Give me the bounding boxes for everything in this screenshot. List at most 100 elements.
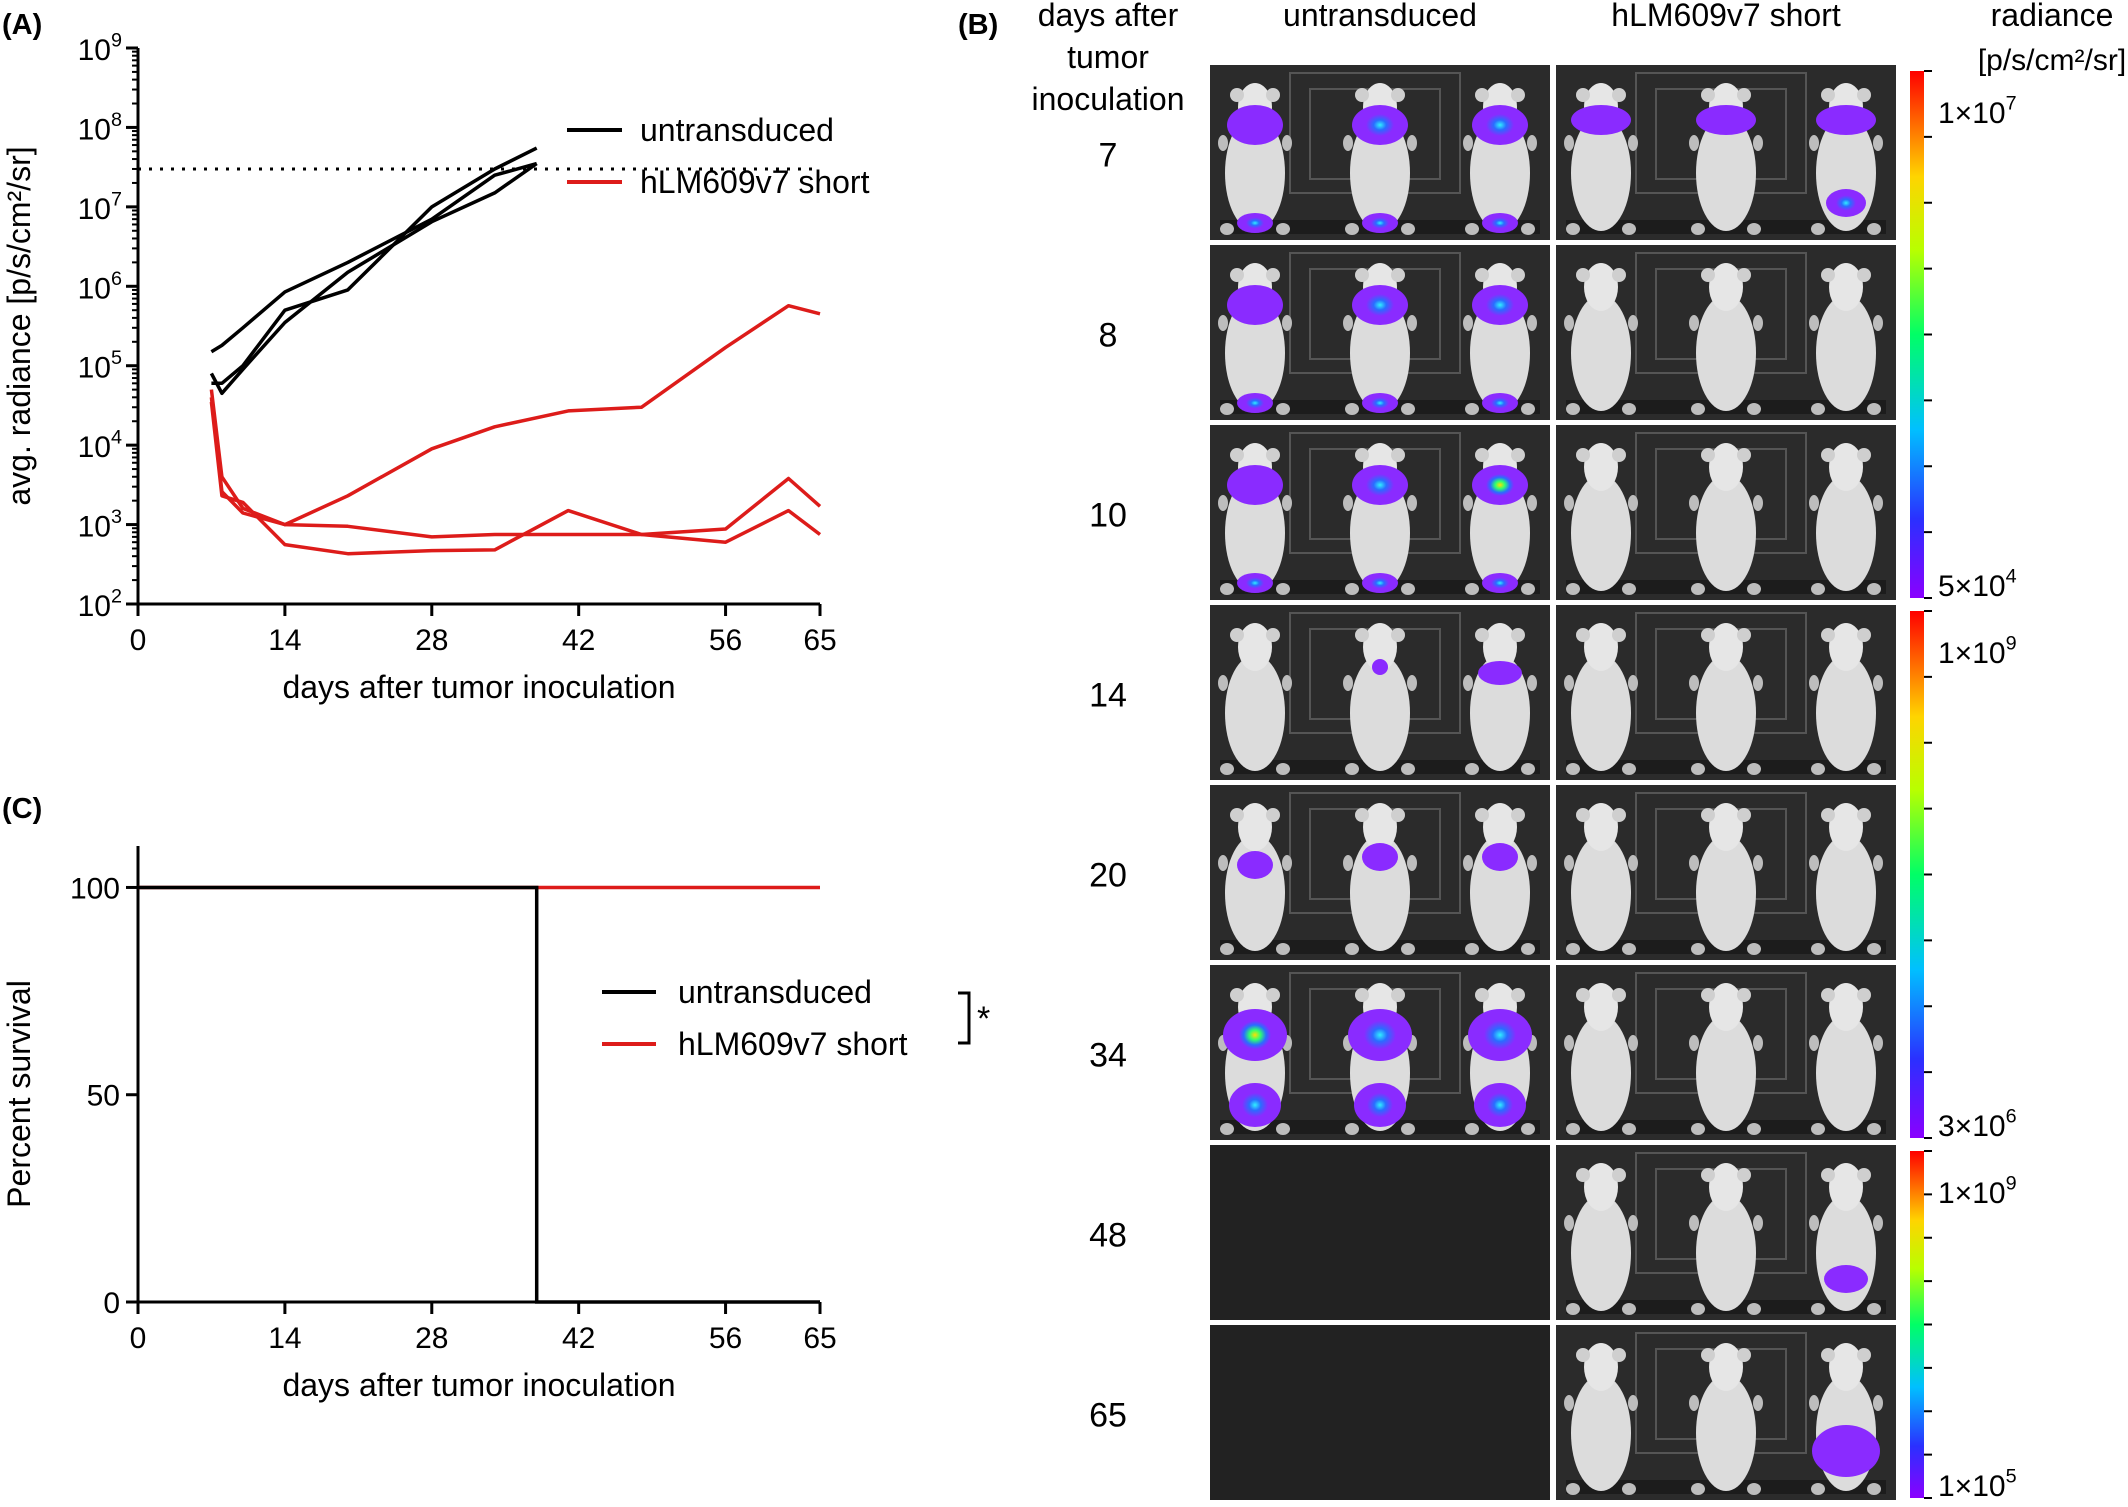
mouse-paw (1401, 223, 1415, 235)
mouse-ear (1701, 88, 1715, 102)
mouse-paw (1401, 1123, 1415, 1135)
legend-label: untransduced (640, 112, 834, 148)
mouse-ear (1821, 1348, 1835, 1362)
series-line (211, 146, 538, 386)
x-tick-label: 56 (709, 1322, 742, 1355)
mouse-ear (1230, 808, 1244, 822)
mouse-paw (1220, 403, 1234, 415)
mouse-paw (1465, 1123, 1479, 1135)
mouse-paw (1465, 943, 1479, 955)
panel-c-label: (C) (2, 793, 42, 825)
bioluminescence-imaging-panel: days after tumor inoculation untransduced hL… (1032, 0, 2127, 1503)
mouse-paw (1465, 583, 1479, 595)
signal-region (1227, 285, 1283, 325)
mouse-ear (1475, 448, 1489, 462)
survival-chart: 0 50 100 0 14 28 42 56 65 days after tumor inocul… (1, 846, 990, 1403)
mouse-head (1584, 1163, 1618, 1211)
mouse-ear (1612, 628, 1626, 642)
mouse-paw (1220, 583, 1234, 595)
mouse-paw (1691, 1303, 1705, 1315)
mouse-paw (1463, 315, 1473, 331)
mouse-ear (1701, 988, 1715, 1002)
mouse-ear (1475, 88, 1489, 102)
y-tick-label: 100 (70, 872, 120, 905)
day-label: 14 (1089, 677, 1127, 715)
mouse-paw (1345, 583, 1359, 595)
signal-region (1478, 661, 1522, 685)
mouse-paw (1276, 1123, 1290, 1135)
mouse-paw (1566, 943, 1580, 955)
series-line (209, 162, 538, 396)
mouse-ear (1821, 1168, 1835, 1182)
y-axis-label: Percent survival (1, 980, 37, 1208)
mouse-silhouette (1809, 263, 1883, 415)
mouse-paw (1691, 1123, 1705, 1135)
mouse-paw (1566, 223, 1580, 235)
mouse-head (1709, 1343, 1743, 1391)
mouse-ear (1391, 628, 1405, 642)
mouse-paw (1521, 223, 1535, 235)
mouse-paw (1809, 315, 1819, 331)
y-tick-label: 0 (103, 1287, 120, 1320)
panel-b-label: (B) (958, 9, 998, 41)
mouse-paw (1463, 135, 1473, 151)
mouse-paw (1276, 943, 1290, 955)
mouse-body (1696, 1015, 1756, 1131)
signal-region (1227, 465, 1283, 505)
mouse-ear (1576, 88, 1590, 102)
mouse-silhouette (1809, 443, 1883, 595)
legend-label: hLM609v7 short (640, 164, 870, 200)
mouse-head (1584, 1343, 1618, 1391)
day-label: 34 (1089, 1037, 1127, 1075)
mouse-paw (1407, 495, 1417, 511)
signal-region (1372, 659, 1388, 675)
survival-line (138, 885, 820, 1304)
mouse-ear (1511, 988, 1525, 1002)
mouse-body (1696, 475, 1756, 591)
mouse-paw (1401, 943, 1415, 955)
mouse-paw (1282, 675, 1292, 691)
mouse-body (1696, 655, 1756, 771)
mouse-paw (1628, 315, 1638, 331)
mouse-body (1470, 475, 1530, 591)
mouse-paw (1527, 315, 1537, 331)
mouse-ear (1612, 268, 1626, 282)
mouse-body (1470, 295, 1530, 411)
mouse-body (1696, 835, 1756, 951)
series-line (209, 401, 822, 556)
y-tick-label: 108 (78, 109, 122, 147)
mouse-ear (1576, 1168, 1590, 1182)
mouse-body (1571, 1375, 1631, 1491)
legend-label: hLM609v7 short (678, 1026, 908, 1062)
mouse-paw (1220, 763, 1234, 775)
mouse-paw (1747, 403, 1761, 415)
x-tick-label: 65 (803, 1322, 836, 1355)
mouse-paw (1407, 315, 1417, 331)
mouse-body (1225, 295, 1285, 411)
mouse-paw (1811, 583, 1825, 595)
mouse-paw (1566, 763, 1580, 775)
y-tick-label: 105 (78, 347, 122, 385)
mouse-body (1816, 835, 1876, 951)
mouse-paw (1527, 675, 1537, 691)
mouse-body (1350, 295, 1410, 411)
day-label: 48 (1089, 1217, 1127, 1255)
mouse-ear (1355, 448, 1369, 462)
mouse-silhouette (1809, 803, 1883, 955)
day-label: 8 (1099, 317, 1118, 355)
x-tick-label: 14 (268, 624, 301, 657)
mouse-paw (1753, 1395, 1763, 1411)
mouse-paw (1282, 495, 1292, 511)
row-header-text: inoculation (1032, 81, 1185, 117)
mouse-ear (1821, 988, 1835, 1002)
colorbar-max-label: 1×107 (1938, 93, 2017, 131)
mouse-paw (1276, 223, 1290, 235)
mouse-body (1571, 295, 1631, 411)
mouse-paw (1628, 1035, 1638, 1051)
mouse-ear (1821, 268, 1835, 282)
mouse-paw (1747, 583, 1761, 595)
mouse-paw (1345, 403, 1359, 415)
mouse-paw (1622, 1303, 1636, 1315)
mouse-paw (1622, 763, 1636, 775)
colorbar-min-label: 3×106 (1938, 1106, 2017, 1144)
